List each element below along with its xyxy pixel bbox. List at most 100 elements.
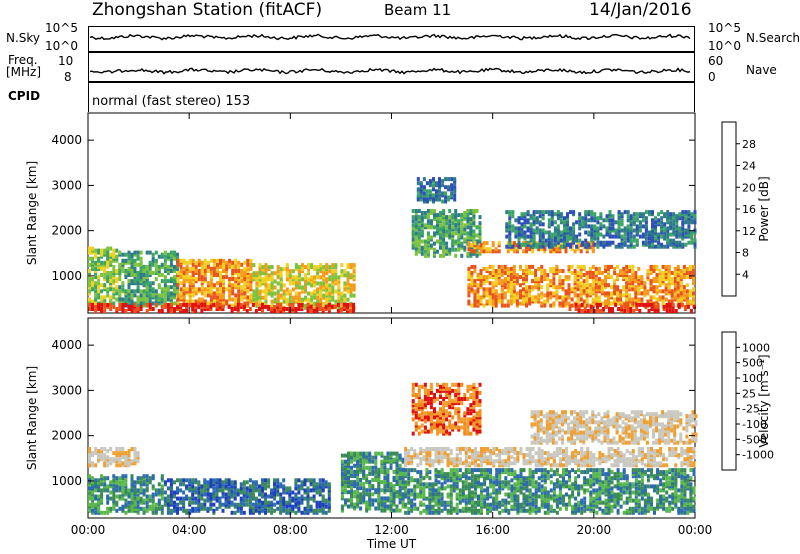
power-echo-cell xyxy=(209,304,213,309)
velocity-echo-cell xyxy=(103,455,107,460)
power-echo-cell xyxy=(476,275,480,280)
velocity-echo-cell xyxy=(340,453,344,458)
power-echo-cell xyxy=(322,293,326,298)
power-echo-cell xyxy=(322,285,326,290)
power-echo-cell xyxy=(512,269,516,273)
power-echo-cell xyxy=(447,187,451,192)
power-colorbar-tick-label: 16 xyxy=(742,203,756,216)
power-echo-cell xyxy=(325,279,329,284)
power-echo-cell xyxy=(439,235,442,240)
power-echo-cell xyxy=(246,295,250,300)
velocity-echo-cell xyxy=(417,384,421,389)
power-echo-cell xyxy=(109,252,113,257)
velocity-echo-cell xyxy=(179,500,183,505)
power-echo-cell xyxy=(160,293,164,298)
velocity-echo-cell xyxy=(451,423,455,428)
power-echo-cell xyxy=(672,238,676,243)
power-echo-cell xyxy=(655,287,659,292)
power-echo-cell xyxy=(652,285,656,290)
power-echo-cell xyxy=(411,223,415,228)
power-echo-cell xyxy=(649,295,653,300)
power-echo-cell xyxy=(664,275,668,280)
power-echo-cell xyxy=(148,281,152,286)
power-echo-cell xyxy=(469,219,473,224)
velocity-echo-cell xyxy=(392,469,396,474)
power-echo-cell xyxy=(598,302,602,307)
power-echo-cell xyxy=(572,232,576,237)
power-echo-cell xyxy=(246,264,250,269)
power-echo-cell xyxy=(439,217,442,222)
velocity-echo-cell xyxy=(254,508,258,513)
power-echo-cell xyxy=(599,240,603,245)
velocity-echo-cell xyxy=(200,502,204,507)
velocity-echo-cell xyxy=(227,504,231,509)
velocity-echo-cell xyxy=(475,399,479,404)
velocity-echo-cell xyxy=(109,457,113,462)
velocity-echo-cell xyxy=(303,488,307,493)
velocity-echo-cell xyxy=(97,500,101,505)
velocity-echo-cell xyxy=(103,453,107,458)
velocity-echo-cell xyxy=(423,415,427,420)
velocity-echo-cell xyxy=(97,494,101,499)
power-echo-cell xyxy=(581,220,585,225)
velocity-echo-cell xyxy=(254,480,258,485)
velocity-echo-cell xyxy=(324,504,328,509)
velocity-echo-cell xyxy=(209,506,213,511)
power-echo-cell xyxy=(625,297,629,302)
velocity-echo-cell xyxy=(227,486,231,491)
power-echo-cell xyxy=(604,291,607,296)
power-echo-cell xyxy=(623,226,627,231)
velocity-echo-cell xyxy=(130,474,134,479)
power-echo-cell xyxy=(444,191,448,196)
power-echo-cell xyxy=(593,224,597,229)
velocity-echo-cell xyxy=(218,484,222,489)
power-echo-cell xyxy=(112,258,116,263)
power-echo-cell xyxy=(127,254,131,259)
velocity-echo-cell xyxy=(377,502,381,507)
power-echo-cell xyxy=(231,275,235,280)
velocity-echo-cell xyxy=(454,411,458,416)
power-echo-cell xyxy=(425,181,429,186)
power-echo-cell xyxy=(641,234,645,239)
power-echo-cell xyxy=(579,264,583,269)
velocity-echo-cell xyxy=(466,397,470,401)
power-echo-cell xyxy=(103,283,107,288)
power-echo-cell xyxy=(160,262,164,267)
velocity-echo-cell xyxy=(157,506,161,511)
power-echo-cell xyxy=(520,242,524,247)
power-echo-cell xyxy=(543,303,547,308)
power-echo-cell xyxy=(537,287,541,292)
power-echo-cell xyxy=(575,238,579,243)
power-echo-cell xyxy=(246,258,250,263)
power-echo-cell xyxy=(607,283,610,288)
power-echo-cell xyxy=(460,235,464,240)
cpid-text: normal (fast stereo) 153 xyxy=(92,94,251,109)
nsky-panel xyxy=(88,26,695,52)
power-echo-cell xyxy=(537,277,541,282)
power-echo-cell xyxy=(649,264,653,269)
power-echo-cell xyxy=(559,238,563,243)
velocity-echo-cell xyxy=(448,405,452,410)
power-echo-cell xyxy=(88,291,91,296)
power-echo-cell xyxy=(593,236,597,241)
velocity-echo-cell xyxy=(398,488,402,493)
power-echo-cell xyxy=(591,271,595,275)
velocity-echo-cell xyxy=(469,421,473,426)
power-echo-cell xyxy=(665,302,669,307)
power-echo-cell xyxy=(209,266,213,271)
power-echo-cell xyxy=(422,187,426,192)
power-echo-cell xyxy=(420,245,424,250)
power-echo-cell xyxy=(529,214,533,219)
velocity-echo-cell xyxy=(94,478,98,483)
power-echo-cell xyxy=(472,235,476,240)
velocity-echo-cell xyxy=(248,490,252,495)
power-echo-cell xyxy=(605,240,609,245)
power-echo-cell xyxy=(179,281,183,286)
power-ytick-label: 1000 xyxy=(51,269,82,283)
power-echo-cell xyxy=(506,266,510,271)
power-echo-cell xyxy=(482,266,486,271)
power-echo-cell xyxy=(664,297,668,302)
velocity-echo-cell xyxy=(472,393,476,397)
velocity-echo-cell xyxy=(362,490,366,495)
power-echo-cell xyxy=(552,291,556,296)
